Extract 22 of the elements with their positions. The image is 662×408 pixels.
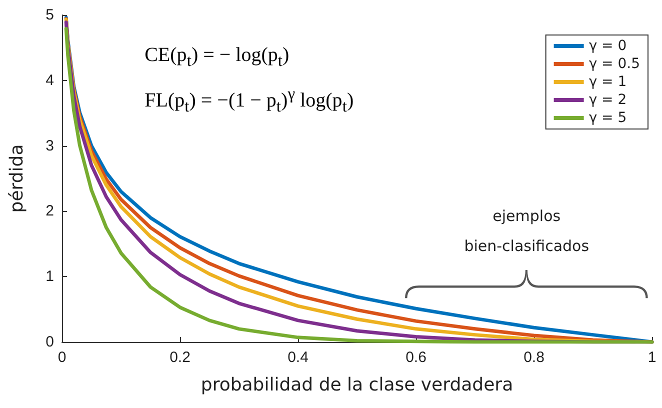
text: FL(p$_{t}$) = −(1 − p$_{t}$)$^{γ}$ log(p$_{t}$) [144, 84, 354, 116]
legend-label: γ = 0.5 [588, 56, 640, 72]
y-tick-label: 5 [46, 6, 54, 24]
x-tick-label: 0.8 [524, 349, 544, 366]
x-tick-label: 0.6 [406, 349, 426, 366]
x-tick-label: 0.2 [170, 349, 190, 366]
y-tick-label: 0 [46, 334, 54, 350]
legend-label: γ = 0 [588, 38, 627, 54]
legend-label: γ = 1 [588, 74, 627, 90]
y-tick-label: 4 [46, 72, 54, 89]
annotation: ejemplos bien-clasificados [464, 206, 590, 255]
y-tick-label: 3 [46, 137, 54, 154]
x-axis-title: probabilidad de la clase verdadera [200, 374, 514, 396]
legend-label: γ = 5 [588, 110, 627, 126]
x-tick-label: 0 [58, 349, 66, 366]
annotation: CE(p$_{t}$) = − log(p$_{t}$) [144, 44, 290, 72]
legend-label: γ = 2 [588, 92, 627, 108]
y-tick-label: 1 [46, 268, 54, 286]
x-tick-label: 0.4 [288, 349, 308, 366]
y-tick-label: 2 [46, 202, 54, 220]
y-axis-title: pérdida [6, 144, 28, 213]
x-tick-label: 1 [648, 349, 656, 366]
